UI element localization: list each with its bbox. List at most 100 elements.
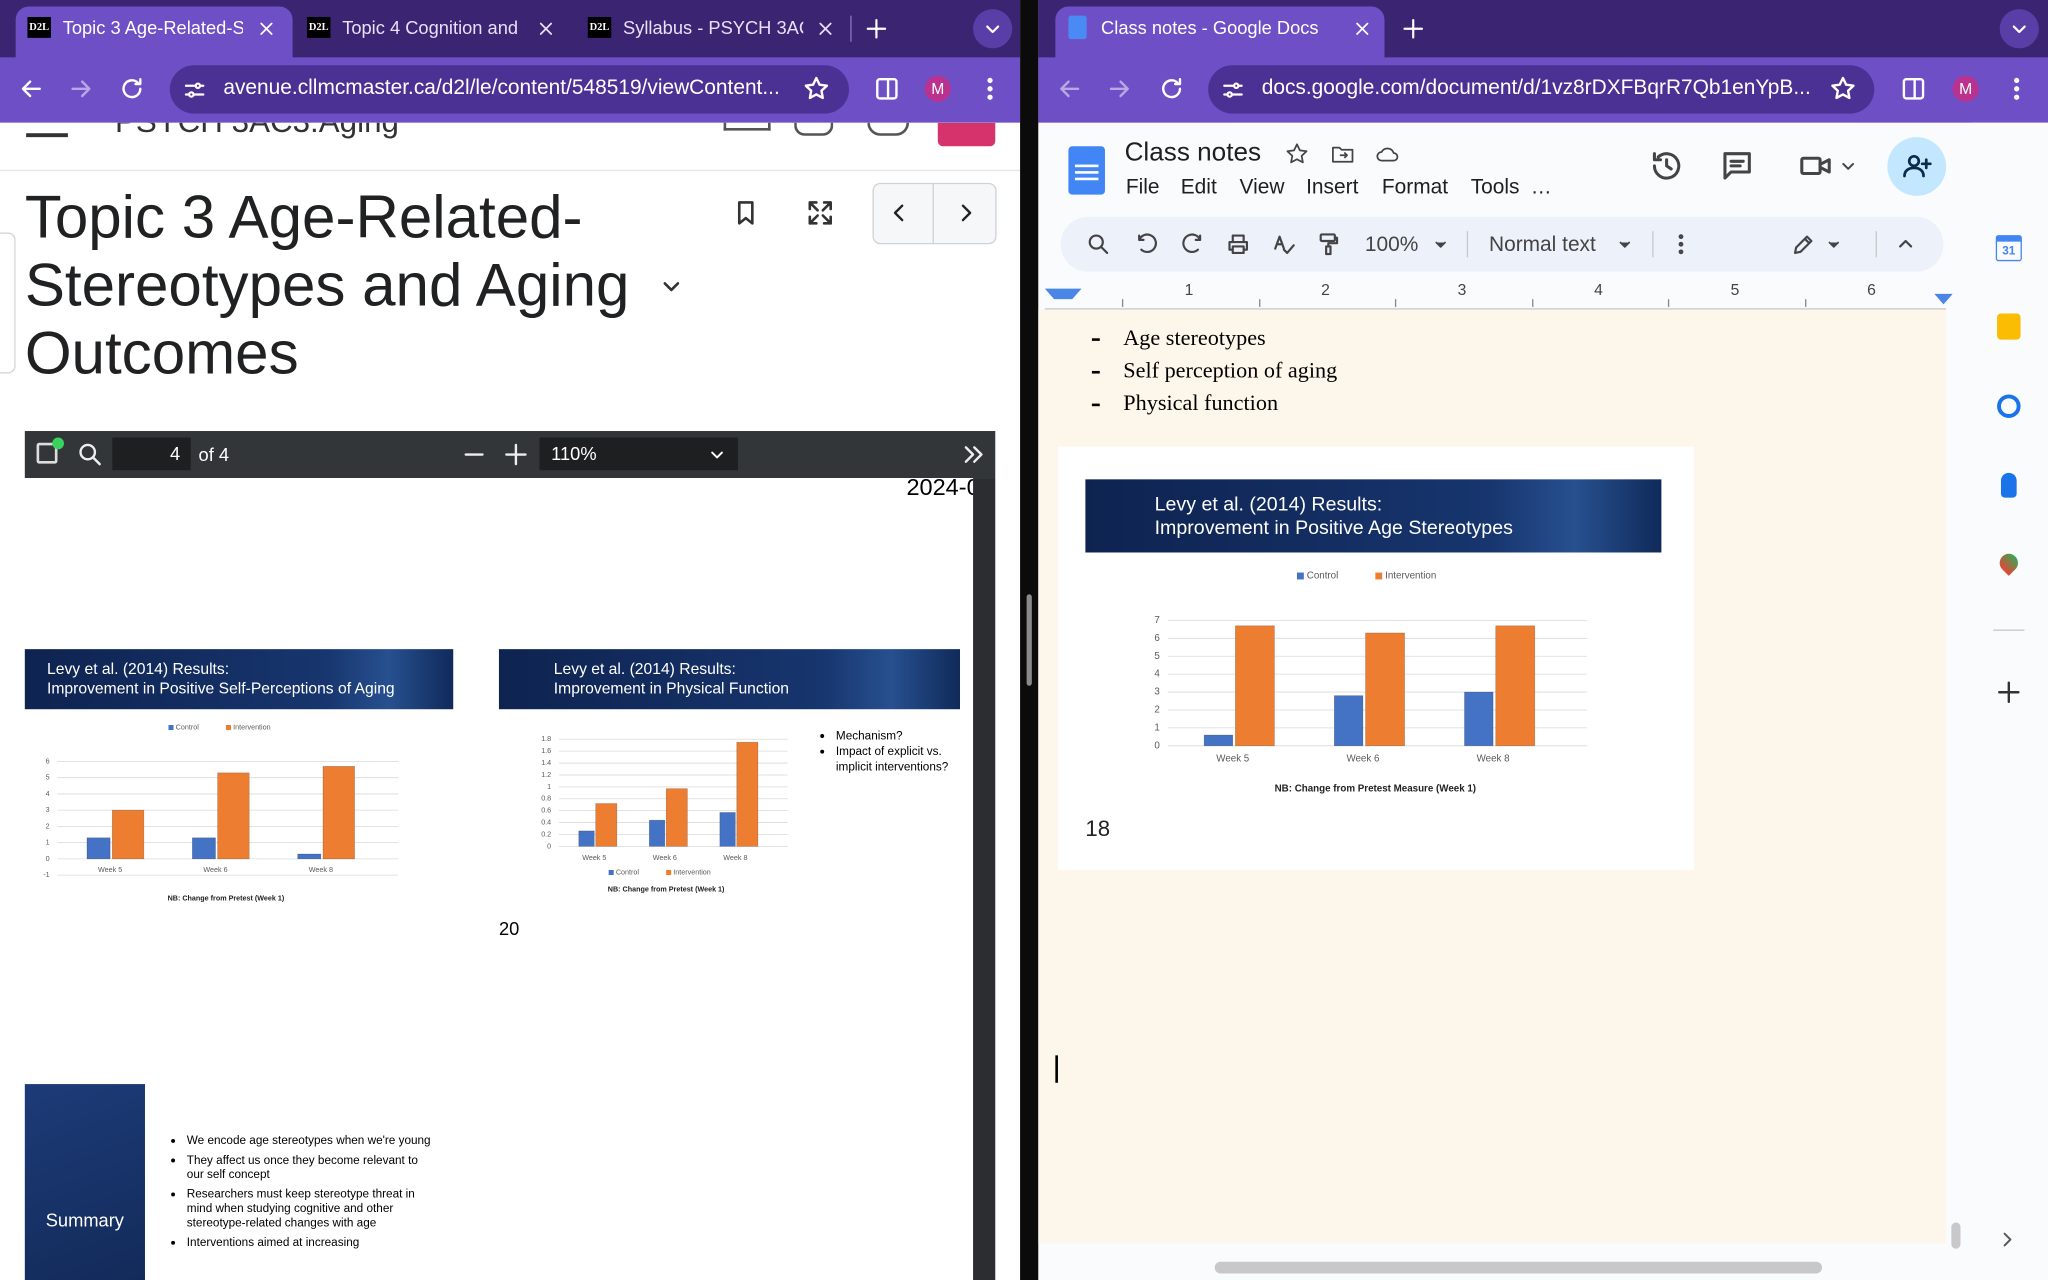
bar — [665, 788, 688, 847]
paragraph-style[interactable]: Normal text — [1488, 233, 1596, 257]
ruler — [1044, 279, 1947, 310]
x-tick-label: Week 6 — [203, 866, 227, 874]
summary-bullets: We encode age stereotypes when we're you… — [171, 1134, 435, 1250]
x-axis-label: NB: Change from Pretest Measure (Week 1) — [1275, 783, 1476, 794]
slide-bullet: Mechanism? — [836, 728, 954, 744]
menu-item[interactable]: Format — [1381, 176, 1449, 199]
nav-menu[interactable] — [26, 133, 68, 138]
menu-item[interactable]: Tools — [1470, 176, 1520, 199]
legend-label: Intervention — [1385, 571, 1436, 582]
tab-title[interactable]: Topic 4 Cognition and — [342, 16, 519, 38]
doc-title[interactable]: Class notes — [1124, 138, 1262, 168]
legend-label: Control — [176, 723, 200, 731]
bar — [1464, 691, 1494, 747]
y-tick-label: 2 — [1154, 705, 1159, 716]
y-tick-label: 1.6 — [541, 747, 551, 755]
x-axis-label: NB: Change from Pretest (Week 1) — [608, 885, 725, 893]
user-button[interactable] — [937, 122, 996, 147]
bar — [1203, 734, 1234, 747]
y-tick-label: 5 — [1154, 651, 1160, 662]
bar — [595, 803, 618, 847]
slide-title: Improvement in Positive Self-Perceptions… — [47, 679, 395, 698]
side-nav-toggle[interactable] — [0, 232, 16, 374]
y-tick-label: 3 — [46, 806, 50, 814]
legend-swatch — [1296, 572, 1304, 580]
y-tick-label: 1.4 — [541, 759, 551, 767]
legend-label: Intervention — [673, 868, 710, 876]
legend-label: Control — [616, 868, 640, 876]
tab-title[interactable]: Class notes - Google Docs — [1101, 16, 1319, 38]
tab-search[interactable] — [1999, 9, 2039, 49]
ruler-tick — [1531, 299, 1533, 307]
h-scrollbar[interactable] — [1214, 1261, 1823, 1274]
url[interactable]: avenue.cllmcmaster.ca/d2l/le/content/548… — [223, 77, 780, 100]
ruler-tick — [1394, 299, 1397, 307]
bullet-dash — [1091, 403, 1100, 406]
legend-swatch — [225, 724, 231, 731]
docs-toolbar — [1060, 216, 1944, 272]
menu-item[interactable]: View — [1239, 176, 1285, 199]
y-tick-label: 5 — [46, 774, 50, 782]
menu-item[interactable]: Insert — [1306, 176, 1359, 199]
legend-swatch — [666, 869, 672, 876]
calendar-app[interactable]: 31 — [1995, 235, 2022, 262]
profile[interactable]: M — [924, 75, 951, 102]
slide-header: Levy et al. (2014) Results: Improvement … — [498, 649, 961, 710]
zoom-select[interactable]: 110% — [539, 437, 738, 471]
pdf-scrollbar[interactable] — [973, 478, 996, 1280]
x-axis-label: NB: Change from Pretest (Week 1) — [168, 895, 285, 903]
summary-bullet: We encode age stereotypes when we're you… — [187, 1134, 435, 1148]
ruler-number: 2 — [1321, 280, 1330, 300]
slide-bullets: Mechanism? Impact of explicit vs. implic… — [820, 728, 953, 775]
omnibox[interactable] — [1208, 65, 1875, 114]
summary-bullet: Researchers must keep stereotype threat … — [187, 1187, 435, 1230]
topic-title: Topic 3 Age-Related-Stereotypes and Agin… — [24, 182, 630, 387]
tasks-app[interactable] — [1997, 394, 2021, 418]
active-tab[interactable] — [15, 6, 293, 58]
right-indent[interactable] — [1934, 293, 1953, 305]
toolbar-separator — [1652, 231, 1654, 258]
docs-logo[interactable] — [1068, 146, 1105, 195]
page-input[interactable]: 4 — [112, 437, 191, 471]
bar — [1333, 695, 1364, 747]
profile[interactable]: M — [1952, 75, 1979, 102]
messages-icon[interactable] — [723, 122, 771, 131]
y-tick-label: 0 — [46, 855, 50, 863]
course-name[interactable]: PSYCH 3AC3:Aging — [115, 123, 399, 141]
keep-app[interactable] — [1997, 313, 2021, 340]
text-cursor — [1055, 1055, 1058, 1083]
bar — [578, 830, 595, 847]
y-tick-label: 6 — [1154, 633, 1160, 644]
bar — [322, 766, 355, 860]
zoom[interactable]: 100% — [1364, 233, 1419, 257]
tab-title[interactable]: Topic 3 Age-Related-S — [62, 16, 243, 38]
menu-item[interactable]: … — [1530, 176, 1552, 199]
legend-swatch — [168, 724, 174, 731]
y-tick-label: 1.2 — [541, 771, 551, 779]
x-tick-label: Week 8 — [723, 854, 747, 862]
menu-item[interactable]: Edit — [1180, 176, 1217, 199]
page-number: 20 — [498, 918, 520, 940]
tab-favicon: D2L — [306, 16, 331, 38]
tab-title[interactable]: Syllabus - PSYCH 3AC — [623, 16, 804, 38]
url[interactable]: docs.google.com/document/d/1vz8rDXFBqrR7… — [1261, 77, 1811, 100]
omnibox[interactable] — [169, 65, 849, 114]
y-tick-label: 4 — [46, 790, 50, 798]
v-scrollbar[interactable] — [1951, 1222, 1961, 1249]
contacts-app[interactable] — [2000, 472, 2017, 498]
sidebar-toggle[interactable] — [36, 442, 58, 464]
menu-item[interactable]: File — [1125, 176, 1160, 199]
y-tick-label: 2 — [46, 822, 50, 830]
ruler-number: 5 — [1730, 280, 1740, 300]
left-indent[interactable] — [1044, 288, 1082, 300]
tab-search[interactable] — [973, 9, 1013, 49]
legend-label: Control — [1307, 571, 1339, 582]
split-handle[interactable] — [1026, 594, 1032, 686]
y-tick-label: 1 — [1154, 722, 1159, 733]
doc-bullet: Age stereotypes — [1123, 325, 1266, 351]
slide-title: Improvement in Physical Function — [553, 679, 790, 698]
active-tab[interactable] — [1055, 6, 1385, 58]
summary-title: Summary — [45, 1209, 124, 1231]
chat-icon[interactable] — [794, 122, 834, 136]
y-tick-label: 0 — [1154, 740, 1160, 751]
